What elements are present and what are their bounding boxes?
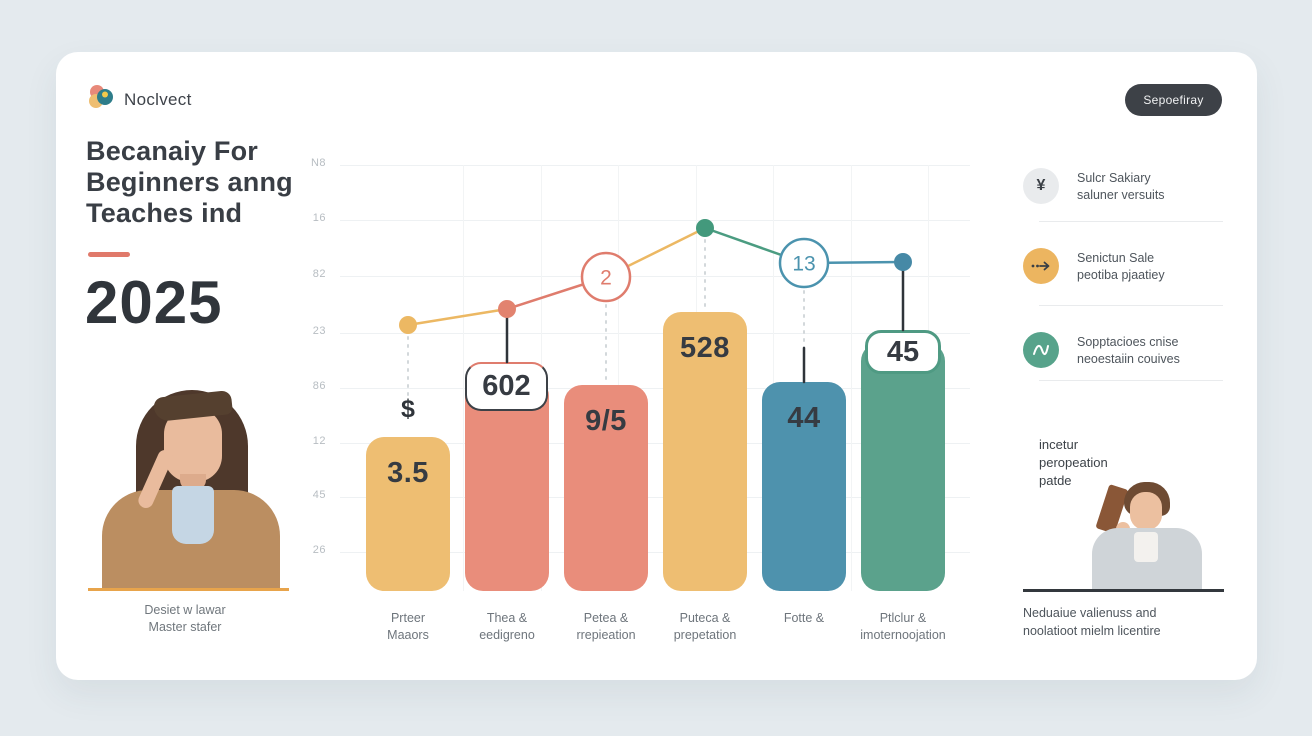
gridline-horizontal [340, 220, 970, 221]
gridline-horizontal [340, 333, 970, 334]
y-axis-tick: 86 [312, 380, 326, 392]
accent-dash [88, 252, 130, 257]
x-axis-label: Puteca & prepetation [673, 611, 737, 642]
slide-title: Becanaiy For Beginners anng Teaches ind [86, 136, 293, 228]
currency-icon: ¥ [1023, 168, 1059, 204]
legend-divider [1039, 221, 1223, 222]
bar-value-badge: 602 [465, 362, 548, 411]
gridline-horizontal [340, 276, 970, 277]
brand-logo-icon [88, 84, 114, 115]
chart-y-axis: N8 16 82 23 86 12 45 26 [284, 157, 332, 591]
photo-underline [88, 588, 289, 591]
sidebar-rule [1023, 589, 1224, 592]
x-axis-label: Prteer Maaors [387, 611, 429, 642]
arrow-icon [1023, 248, 1059, 284]
photo-face [1130, 492, 1162, 530]
presenter-photo-right [1072, 482, 1222, 589]
trend-point [696, 219, 714, 237]
bar-value: 44 [787, 402, 821, 434]
trend-point [399, 316, 417, 334]
gridline-vertical [618, 165, 619, 591]
y-axis-tick: N8 [310, 157, 326, 169]
x-axis-label: Thea & eedigreno [479, 611, 535, 642]
bar-2 [465, 378, 549, 591]
brand: Noclvect [88, 84, 192, 115]
legend-divider [1039, 305, 1223, 306]
legend-text: Sulcr Sakiary saluner versuits [1077, 171, 1165, 202]
legend-item-sale: Senictun Sale peotiba pjaatiey [1023, 248, 1225, 284]
gridline-vertical [851, 165, 852, 591]
year-heading: 2025 [85, 269, 223, 336]
legend-text: Senictun Sale peotiba pjaatiey [1077, 251, 1165, 282]
gridline-horizontal [340, 443, 970, 444]
y-axis-tick: 23 [312, 325, 326, 337]
y-axis-tick: 26 [312, 544, 326, 556]
photo-shirt [1134, 532, 1158, 562]
legend-item-salary: ¥ Sulcr Sakiary saluner versuits [1023, 168, 1225, 204]
gridline-horizontal [340, 497, 970, 498]
bar-6 [861, 343, 945, 591]
svg-text:13: 13 [792, 253, 815, 276]
action-button[interactable]: Sepoefiray [1125, 84, 1222, 116]
trend-point [894, 253, 912, 271]
bar-value-badge: 45 [865, 330, 941, 374]
gridline-horizontal [340, 552, 970, 553]
bar-value: 9/5 [585, 405, 627, 437]
x-axis-label: Ptlclur & imoternoojation [860, 611, 946, 642]
brand-name: Noclvect [124, 89, 192, 109]
y-axis-tick: 82 [312, 268, 326, 280]
gridline-vertical [463, 165, 464, 591]
svg-text:2: 2 [600, 267, 612, 290]
gridline-horizontal [340, 165, 970, 166]
legend-item-courses: Sopptacioes cnise neoestaiin couives [1023, 332, 1225, 368]
legend-text: Sopptacioes cnise neoestaiin couives [1077, 335, 1180, 366]
gridline-vertical [773, 165, 774, 591]
right-photo-caption: Neduaiue valienuss and noolatioot mielm … [1023, 606, 1161, 638]
trend-point [498, 300, 516, 318]
x-axis-label: Fotte & [783, 611, 825, 625]
chart-x-axis: Prteer Maaors Thea & eedigreno Petea & rre… [340, 610, 970, 660]
bar-value: 528 [680, 332, 730, 364]
trend-annotation-circle [778, 237, 830, 289]
bar-5: 44 [762, 382, 846, 591]
bar-value: 3.5 [387, 457, 429, 489]
left-photo-caption: Desiet w lawar Master stafer [144, 603, 226, 634]
photo-face [164, 408, 222, 482]
x-axis-label: Petea & rrepieation [576, 611, 636, 642]
bar-3: 9/5 [564, 385, 648, 591]
bar-1: 3.5 [366, 437, 450, 591]
trend-annotation-circle [580, 251, 632, 303]
slide-card: Noclvect Sepoefiray Becanaiy For Beginne… [56, 52, 1257, 680]
presenter-photo-left [92, 386, 290, 588]
y-axis-tick: 16 [312, 212, 326, 224]
chart-plot-area: 3.5 $602 9/5 528 44 45 2 13 [340, 160, 970, 591]
bar-4: 528 [663, 312, 747, 591]
sidebar-note: incetur peropeation patde [1039, 437, 1108, 488]
bar-value-prefix: $ [401, 395, 415, 423]
legend-divider [1039, 380, 1223, 381]
y-axis-tick: 45 [312, 489, 326, 501]
photo-shirt [172, 486, 214, 544]
gridline-horizontal [340, 388, 970, 389]
y-axis-tick: 12 [312, 435, 326, 447]
wave-icon [1023, 332, 1059, 368]
